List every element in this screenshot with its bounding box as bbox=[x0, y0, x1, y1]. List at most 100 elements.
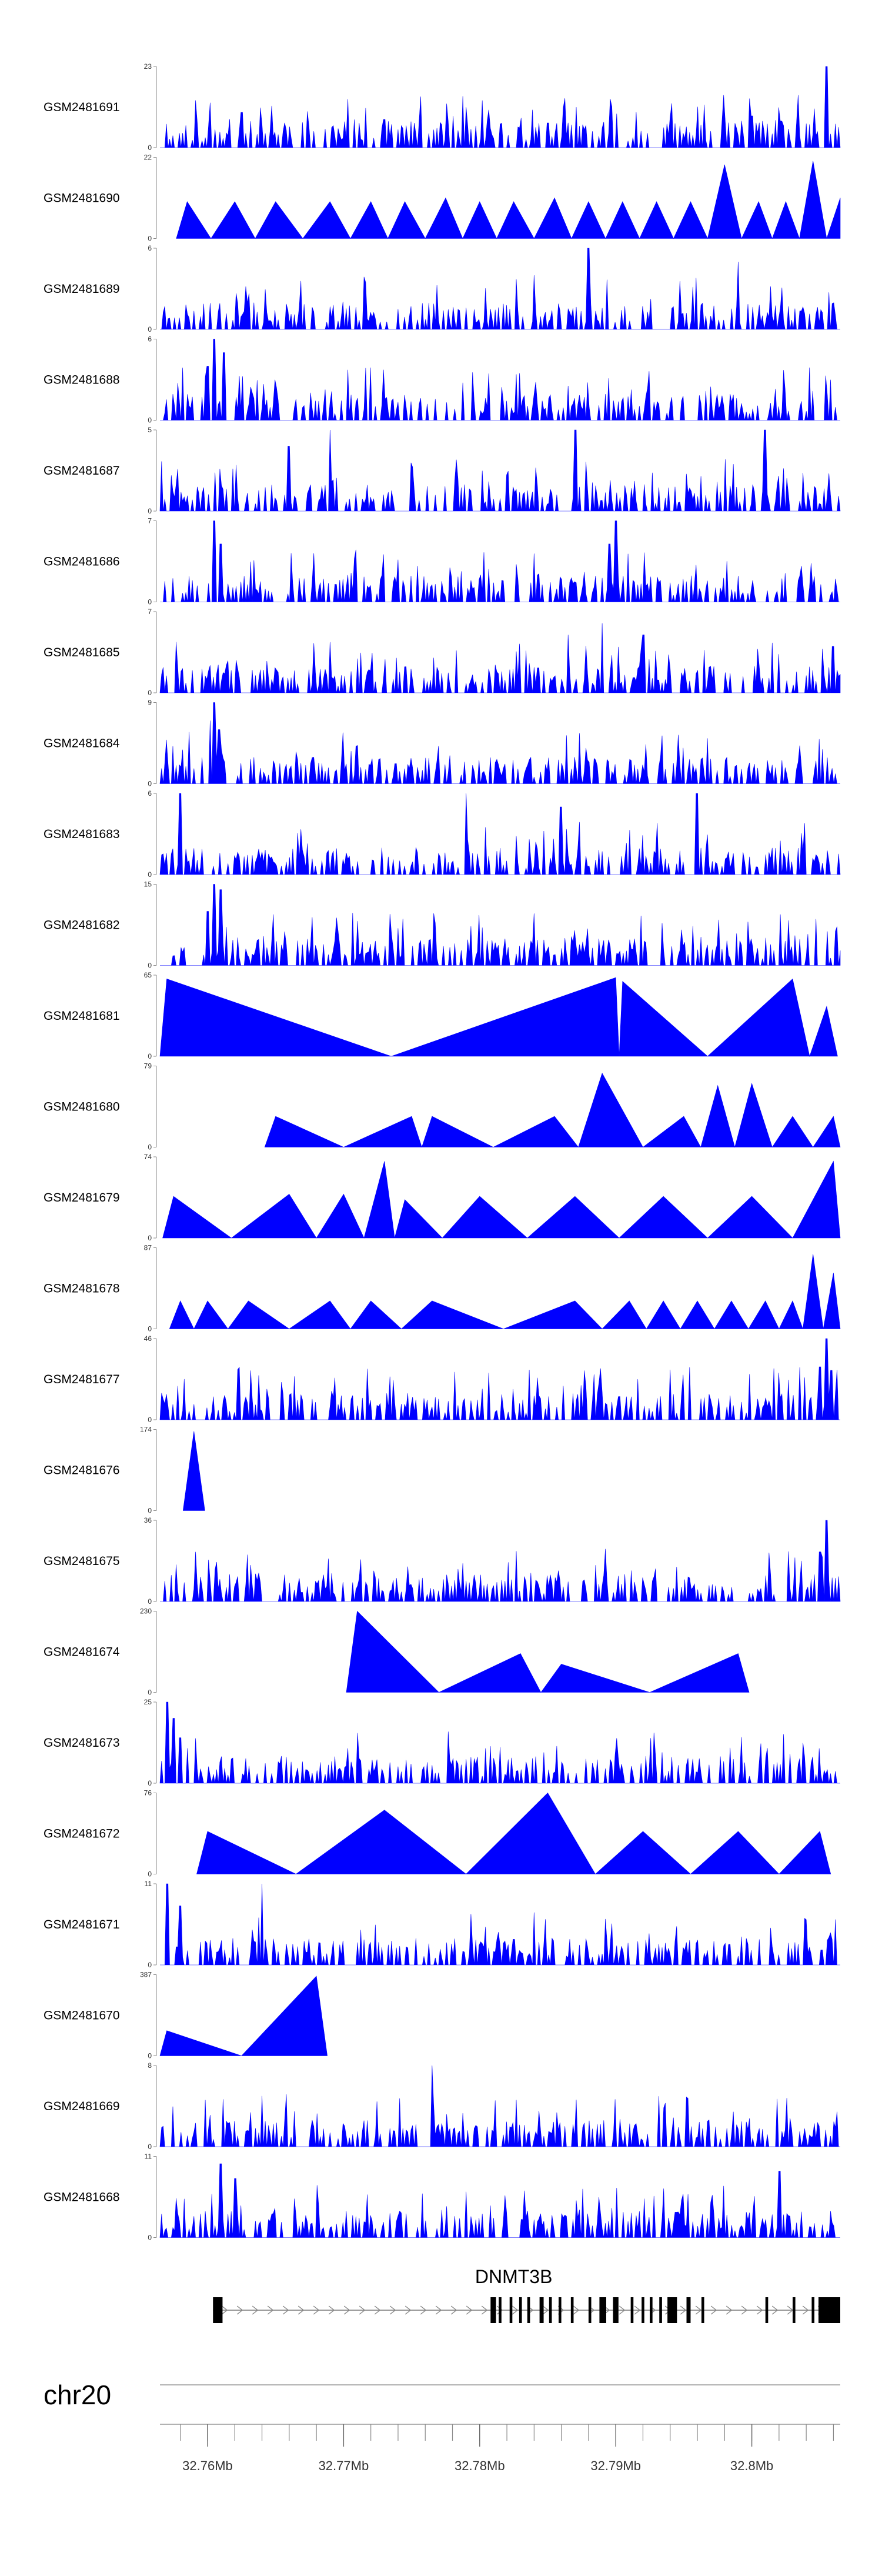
track-label: GSM2481676 bbox=[44, 1464, 120, 1477]
track-GSM2481690: GSM2481690 22 0 bbox=[44, 154, 841, 243]
strand-arrow bbox=[771, 2305, 779, 2315]
track-GSM2481684: GSM2481684 9 0 bbox=[44, 699, 840, 788]
coverage-tracks: GSM2481691230GSM2481690220GSM248168960GS… bbox=[44, 62, 841, 2242]
strand-arrow bbox=[435, 2305, 442, 2315]
track-label: GSM2481680 bbox=[44, 1100, 120, 1114]
y-max-tick-label: 11 bbox=[145, 1880, 152, 1888]
track-GSM2481678: GSM2481678 87 0 bbox=[44, 1244, 841, 1333]
track-label: GSM2481669 bbox=[44, 2100, 120, 2113]
track-label: GSM2481672 bbox=[44, 1827, 120, 1841]
y-max-tick-label: 6 bbox=[148, 789, 152, 798]
y-min-tick-label: 0 bbox=[148, 2143, 152, 2151]
strand-arrow bbox=[802, 2305, 809, 2315]
coverage-area bbox=[159, 977, 838, 1057]
y-min-tick-label: 0 bbox=[148, 1689, 152, 1697]
track-GSM2481689: GSM2481689 6 0 bbox=[44, 244, 840, 333]
track-GSM2481675: GSM2481675 36 0 bbox=[44, 1516, 841, 1606]
y-max-tick-label: 46 bbox=[144, 1334, 152, 1343]
coverage-area bbox=[264, 1072, 841, 1148]
y-max-tick-label: 23 bbox=[144, 62, 152, 71]
track-GSM2481680: GSM2481680 79 0 bbox=[44, 1062, 841, 1152]
coverage-area bbox=[159, 793, 841, 875]
coverage-area bbox=[196, 1793, 831, 1874]
coverage-area bbox=[159, 1976, 328, 2056]
strand-arrow bbox=[343, 2305, 350, 2315]
coverage-area bbox=[160, 884, 841, 966]
track-GSM2481691: GSM2481691 23 0 bbox=[44, 62, 841, 152]
coverage-area bbox=[160, 339, 840, 421]
track-GSM2481679: GSM2481679 74 0 bbox=[44, 1153, 841, 1242]
y-max-tick-label: 6 bbox=[148, 244, 152, 252]
coverage-area bbox=[182, 1431, 205, 1511]
exon bbox=[499, 2297, 502, 2323]
track-GSM2481672: GSM2481672 76 0 bbox=[44, 1789, 831, 1878]
track-label: GSM2481688 bbox=[44, 373, 120, 387]
track-GSM2481677: GSM2481677 46 0 bbox=[44, 1334, 840, 1424]
y-max-tick-label: 36 bbox=[144, 1516, 152, 1524]
strand-arrow bbox=[252, 2305, 259, 2315]
y-min-tick-label: 0 bbox=[148, 1779, 152, 1787]
strand-arrow bbox=[756, 2305, 763, 2315]
strand-arrow bbox=[282, 2305, 289, 2315]
track-GSM2481673: GSM2481673 25 0 bbox=[44, 1698, 840, 1787]
track-label: GSM2481683 bbox=[44, 827, 120, 841]
track-GSM2481687: GSM2481687 5 0 bbox=[44, 426, 841, 515]
coverage-area bbox=[169, 1254, 841, 1330]
y-max-tick-label: 9 bbox=[148, 699, 152, 707]
track-label: GSM2481687 bbox=[44, 464, 120, 478]
y-min-tick-label: 0 bbox=[148, 689, 152, 697]
track-GSM2481674: GSM2481674 230 0 bbox=[44, 1607, 750, 1697]
axis-tick-label: 32.78Mb bbox=[455, 2458, 505, 2473]
exon bbox=[701, 2297, 704, 2323]
exon bbox=[686, 2297, 691, 2323]
axis-tick-label: 32.76Mb bbox=[182, 2458, 233, 2473]
genome-axis-track: chr20 32.76Mb 32.77Mb 32.78Mb 32.79Mb 32.8Mb bbox=[44, 2380, 840, 2473]
track-GSM2481683: GSM2481683 6 0 bbox=[44, 789, 841, 879]
y-min-tick-label: 0 bbox=[148, 1234, 152, 1242]
y-min-tick-label: 0 bbox=[148, 1961, 152, 1969]
y-min-tick-label: 0 bbox=[148, 1416, 152, 1424]
strand-arrow bbox=[573, 2305, 580, 2315]
exon bbox=[527, 2297, 530, 2323]
exon bbox=[642, 2297, 644, 2323]
y-min-tick-label: 0 bbox=[148, 235, 152, 243]
y-min-tick-label: 0 bbox=[148, 2234, 152, 2242]
y-min-tick-label: 0 bbox=[148, 1052, 152, 1060]
axis-tick-label: 32.8Mb bbox=[730, 2458, 773, 2473]
y-min-tick-label: 0 bbox=[148, 598, 152, 606]
coverage-area bbox=[160, 66, 841, 148]
y-min-tick-label: 0 bbox=[148, 870, 152, 879]
track-label: GSM2481675 bbox=[44, 1554, 120, 1568]
coverage-area bbox=[159, 623, 841, 693]
y-max-tick-label: 87 bbox=[144, 1244, 152, 1252]
track-label: GSM2481679 bbox=[44, 1191, 120, 1204]
exon bbox=[559, 2297, 562, 2323]
coverage-area bbox=[159, 429, 841, 512]
coverage-area bbox=[159, 2065, 840, 2147]
y-min-tick-label: 0 bbox=[148, 2052, 152, 2060]
track-label: GSM2481668 bbox=[44, 2191, 120, 2204]
track-label: GSM2481678 bbox=[44, 1282, 120, 1296]
track-label: GSM2481681 bbox=[44, 1009, 120, 1023]
exon bbox=[650, 2297, 653, 2323]
track-label: GSM2481690 bbox=[44, 192, 120, 205]
y-max-tick-label: 5 bbox=[148, 426, 152, 434]
y-min-tick-label: 0 bbox=[148, 1325, 152, 1333]
strand-arrow bbox=[680, 2305, 687, 2315]
exon bbox=[570, 2297, 574, 2323]
strand-arrow bbox=[450, 2305, 457, 2315]
strand-arrow bbox=[236, 2305, 243, 2315]
exon bbox=[509, 2297, 513, 2323]
exon bbox=[765, 2297, 769, 2323]
y-max-tick-label: 8 bbox=[148, 2061, 152, 2070]
gene-label: DNMT3B bbox=[475, 2266, 553, 2287]
track-label: GSM2481691 bbox=[44, 101, 120, 114]
track-label: GSM2481674 bbox=[44, 1646, 120, 1659]
exon bbox=[539, 2297, 544, 2323]
track-label: GSM2481682 bbox=[44, 919, 120, 932]
coverage-area bbox=[162, 1160, 841, 1239]
y-min-tick-label: 0 bbox=[148, 1143, 152, 1152]
y-max-tick-label: 7 bbox=[148, 608, 152, 616]
y-max-tick-label: 25 bbox=[144, 1698, 152, 1706]
strand-arrow bbox=[359, 2305, 366, 2315]
